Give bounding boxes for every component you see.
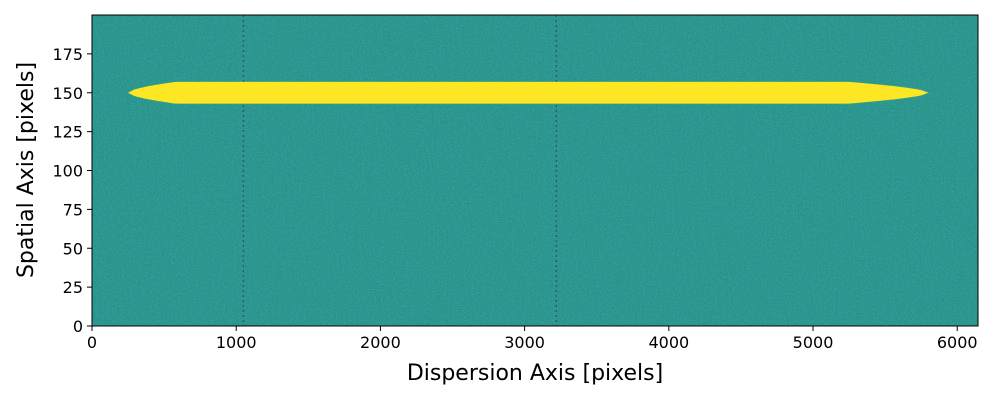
x-axis-ticks: 0 1000 2000 3000 4000 5000 6000 bbox=[87, 326, 978, 352]
plot-area bbox=[92, 15, 978, 326]
spectral-trace bbox=[128, 81, 929, 104]
noise-texture-light bbox=[92, 15, 978, 326]
y-tick-label: 150 bbox=[52, 84, 83, 103]
y-tick-label: 50 bbox=[63, 239, 83, 258]
column-artifacts bbox=[242, 15, 558, 326]
x-tick-label: 3000 bbox=[504, 333, 545, 352]
y-axis-label: Spatial Axis [pixels] bbox=[14, 62, 39, 278]
y-tick-label: 0 bbox=[73, 317, 83, 336]
x-tick-label: 4000 bbox=[648, 333, 689, 352]
y-tick-label: 125 bbox=[52, 123, 83, 142]
x-tick-label: 5000 bbox=[793, 333, 834, 352]
y-axis-ticks: 0 25 50 75 100 125 150 175 bbox=[52, 45, 92, 336]
x-tick-label: 1000 bbox=[216, 333, 257, 352]
x-tick-label: 2000 bbox=[360, 333, 401, 352]
spectral-trace-layer bbox=[128, 81, 929, 104]
y-tick-label: 175 bbox=[52, 45, 83, 64]
x-tick-label: 6000 bbox=[937, 333, 978, 352]
y-tick-label: 100 bbox=[52, 162, 83, 181]
y-tick-label: 25 bbox=[63, 278, 83, 297]
x-axis-label: Dispersion Axis [pixels] bbox=[407, 361, 663, 386]
x-tick-label: 0 bbox=[87, 333, 97, 352]
y-tick-label: 75 bbox=[63, 200, 83, 219]
